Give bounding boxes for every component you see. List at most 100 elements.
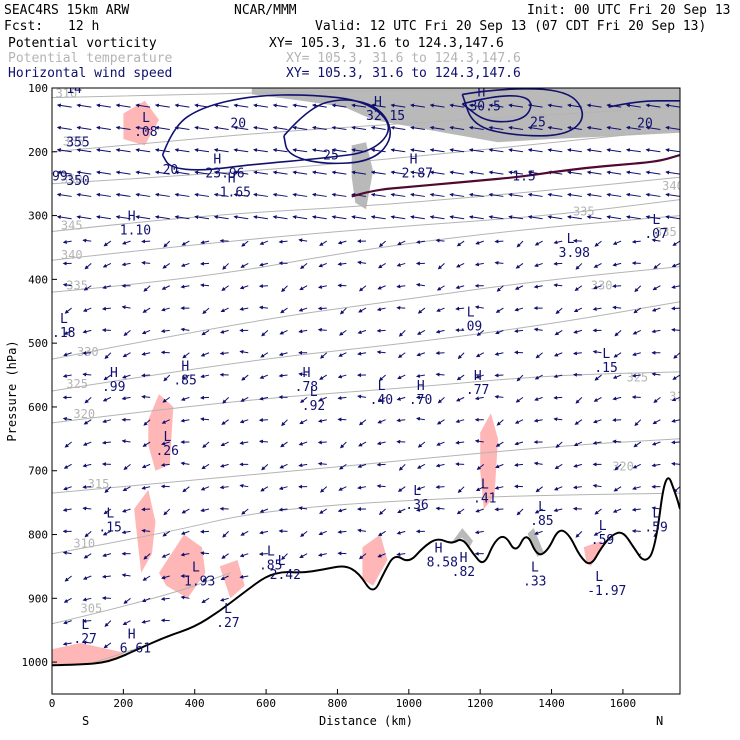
wind-vector	[376, 350, 386, 355]
extremum-type: H	[128, 628, 136, 643]
wind-vector	[547, 103, 563, 108]
wind-vector	[415, 416, 425, 421]
wind-vector	[337, 374, 347, 379]
wind-vector	[494, 373, 504, 378]
extremum-type: L	[278, 554, 286, 569]
wind-vector	[456, 396, 465, 402]
wind-vector	[240, 396, 249, 402]
wind-vector	[586, 192, 602, 197]
wind-vector	[62, 282, 72, 287]
wind-vector	[672, 240, 680, 246]
wind-vector	[222, 530, 229, 538]
wind-vector	[468, 215, 484, 220]
wind-vector	[331, 170, 347, 175]
wind-vector	[651, 329, 661, 334]
wind-vector	[122, 508, 131, 513]
wind-vector	[64, 575, 72, 582]
pv-negative-region	[123, 100, 159, 146]
wind-vector	[547, 148, 563, 153]
wind-vector	[200, 261, 210, 266]
extremum-value: 23.96	[205, 166, 244, 181]
wind-vector	[311, 103, 327, 108]
wind-vector	[141, 394, 151, 399]
wind-vector	[292, 215, 308, 220]
wind-vector	[200, 551, 210, 556]
wind-vector	[337, 240, 347, 245]
wind-vector	[280, 307, 288, 314]
wind-vector	[239, 483, 249, 488]
pv-1-5-contour	[351, 153, 680, 198]
wind-speed-contour	[461, 88, 584, 137]
wind-vector	[351, 215, 367, 220]
theta-contour-label: 315	[669, 390, 691, 404]
wind-vector	[317, 327, 327, 332]
wind-vector	[52, 419, 53, 421]
wind-vector	[488, 192, 504, 197]
wind-speed-contour	[608, 100, 680, 108]
extremum-type: L	[106, 506, 114, 521]
wind-vector	[162, 263, 171, 269]
wind-vector	[241, 374, 249, 381]
wind-vector	[429, 170, 445, 175]
wind-vector	[436, 307, 445, 312]
contour-label: 355	[66, 136, 89, 151]
wind-vector	[281, 553, 288, 561]
contour-label: 350	[66, 174, 89, 189]
wind-vector	[162, 530, 171, 537]
wind-vector	[671, 440, 680, 445]
wind-vector	[122, 620, 131, 626]
wind-vector	[377, 419, 386, 424]
theta-contour	[52, 301, 680, 392]
wind-vector	[56, 215, 72, 220]
wind-vector	[340, 307, 347, 315]
wind-vector	[103, 642, 112, 649]
wind-vector	[142, 307, 151, 313]
x-tick-label: 400	[185, 697, 205, 710]
wind-vector	[357, 463, 367, 468]
wind-vector	[317, 552, 327, 557]
extremum-type: L	[652, 506, 660, 521]
wind-vector	[357, 351, 367, 356]
wind-vector	[62, 239, 72, 244]
extremum-value: 6.61	[120, 642, 151, 657]
wind-vector	[390, 125, 406, 130]
wind-vector	[645, 215, 661, 220]
wind-vector	[378, 262, 386, 269]
wind-vector	[96, 103, 111, 108]
theta-contour-label: 350	[61, 173, 83, 187]
wind-vector	[456, 374, 465, 381]
theta-contour	[52, 106, 680, 153]
wind-vector	[370, 125, 386, 130]
wind-vector	[575, 263, 583, 270]
wind-vector	[416, 507, 425, 512]
theta-contour	[52, 215, 680, 293]
valid-time: Valid: 12 UTC Fri 20 Sep 13 (07 CDT Fri …	[315, 19, 707, 34]
wind-vector	[653, 263, 661, 270]
wind-vector	[63, 329, 72, 335]
wind-vector	[219, 329, 229, 334]
pv-negative-region	[219, 560, 245, 599]
wind-vector	[143, 285, 151, 292]
wind-vector	[161, 553, 170, 558]
wind-vector	[625, 148, 641, 153]
wind-vector	[614, 330, 622, 337]
wind-vector	[625, 215, 641, 220]
wind-vector	[665, 215, 680, 220]
wind-vector	[468, 103, 484, 108]
wind-vector	[278, 486, 288, 491]
wind-vector	[180, 461, 190, 466]
wind-vector	[468, 125, 484, 130]
wind-vector	[233, 192, 249, 197]
wind-vector	[475, 374, 484, 379]
theta-contour	[52, 176, 680, 232]
wind-vector	[299, 285, 308, 291]
theta-contour-label: 335	[573, 205, 595, 219]
wind-vector	[553, 417, 563, 422]
wind-vector	[594, 374, 602, 381]
wind-vector	[396, 530, 406, 535]
extremum-type: L	[192, 561, 200, 576]
wind-vector	[253, 103, 268, 108]
wind-vector	[339, 463, 347, 470]
wind-vector	[468, 192, 484, 197]
wind-vector	[535, 352, 543, 359]
